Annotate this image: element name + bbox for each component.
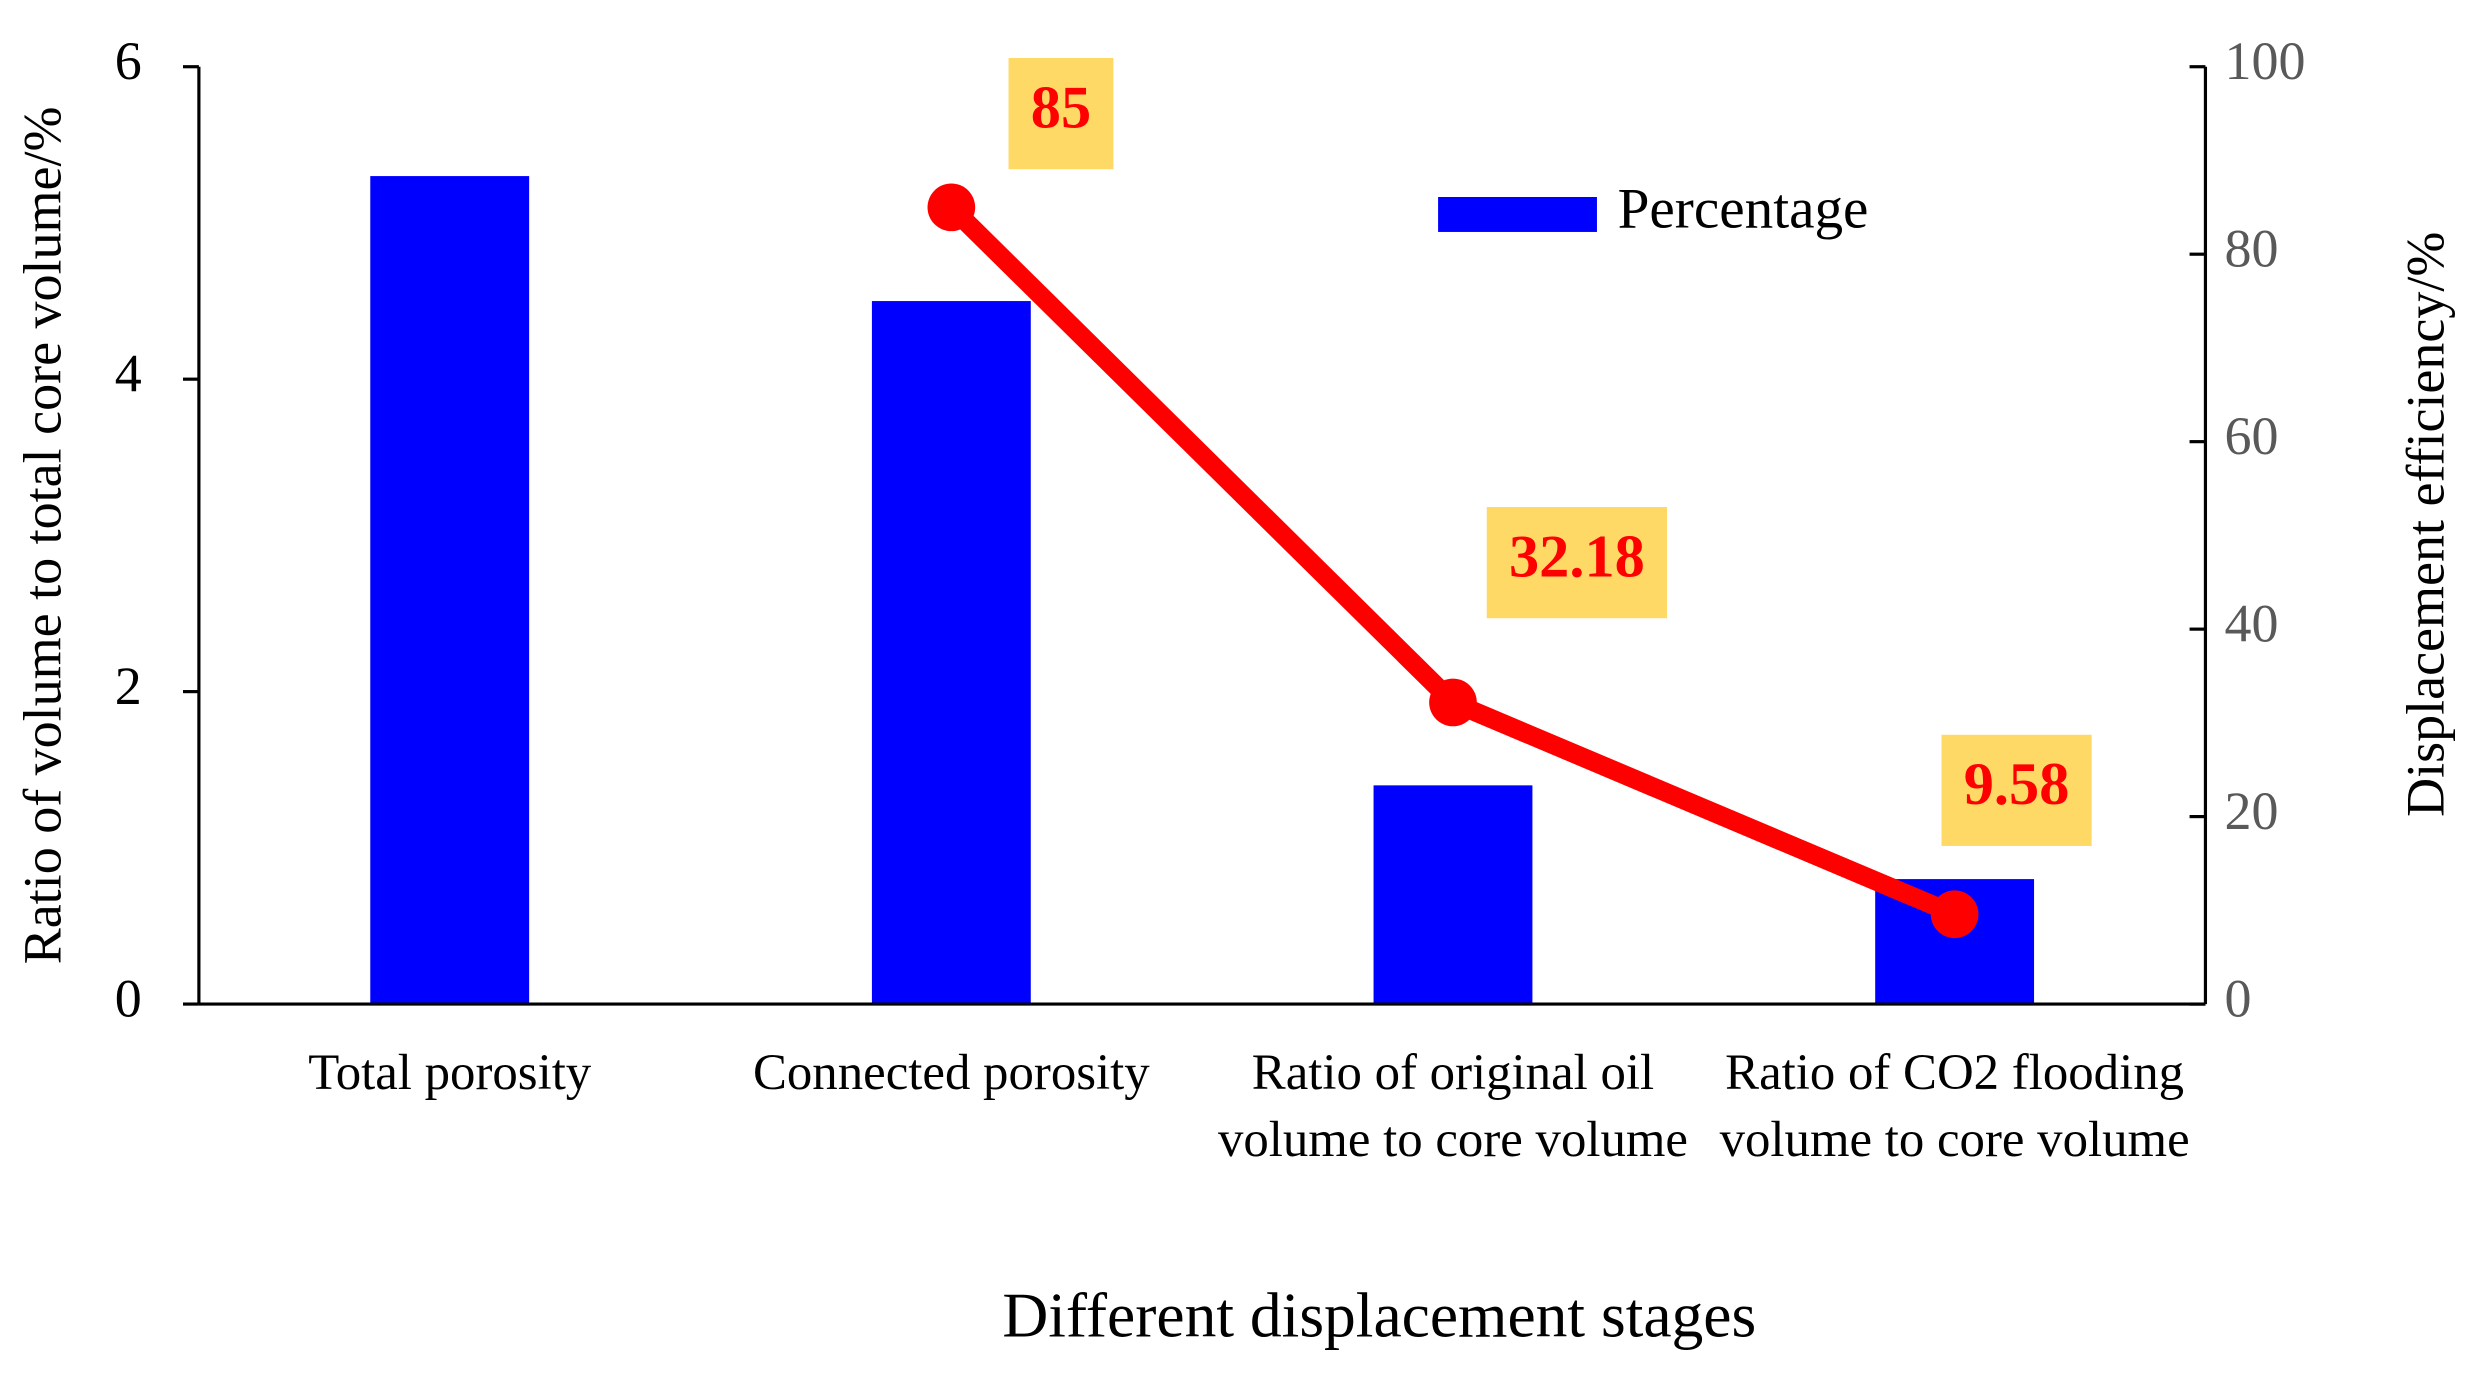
y-axis-title: Ratio of volume to total core volume/% [12,106,72,964]
bar [1373,785,1533,1005]
data-label: 85 [1031,74,1091,141]
line-point [1930,890,1979,939]
y2-tick-label: 80 [2225,219,2279,279]
y2-tick-label: 40 [2225,594,2279,654]
y2-tick-label: 60 [2225,406,2279,466]
y-tick-label: 4 [115,344,142,404]
legend-swatch [1438,197,1597,232]
data-label-box [1486,507,1668,619]
x-tick-label: Connected porosity [753,1044,1150,1100]
data-label: 9.58 [1964,751,2070,818]
line-point [927,183,976,232]
line-point [1429,678,1477,727]
data-label-box [1941,734,2092,846]
legend-label: Percentage [1618,178,1869,241]
y2-axis-title: Displacement efficiency/% [2395,232,2455,817]
y2-tick-label: 20 [2225,781,2279,841]
y-tick-label: 6 [115,31,142,91]
x-axis-title: Different displacement stages [1002,1279,1756,1350]
y-tick-label: 2 [115,656,142,716]
data-label-box [1008,57,1114,170]
x-tick-label: Total porosity [308,1044,592,1100]
y2-tick-label: 100 [2225,31,2306,91]
bar [370,176,530,1005]
data-label: 32.18 [1509,523,1645,590]
x-tick-label: Ratio of CO2 flooding volume to core volu… [1720,1044,2190,1167]
x-tick-label: Ratio of original oil volume to core volu… [1218,1044,1688,1167]
y2-tick-label: 0 [2225,968,2252,1028]
bar [871,301,1031,1005]
y-tick-label: 0 [115,968,142,1028]
